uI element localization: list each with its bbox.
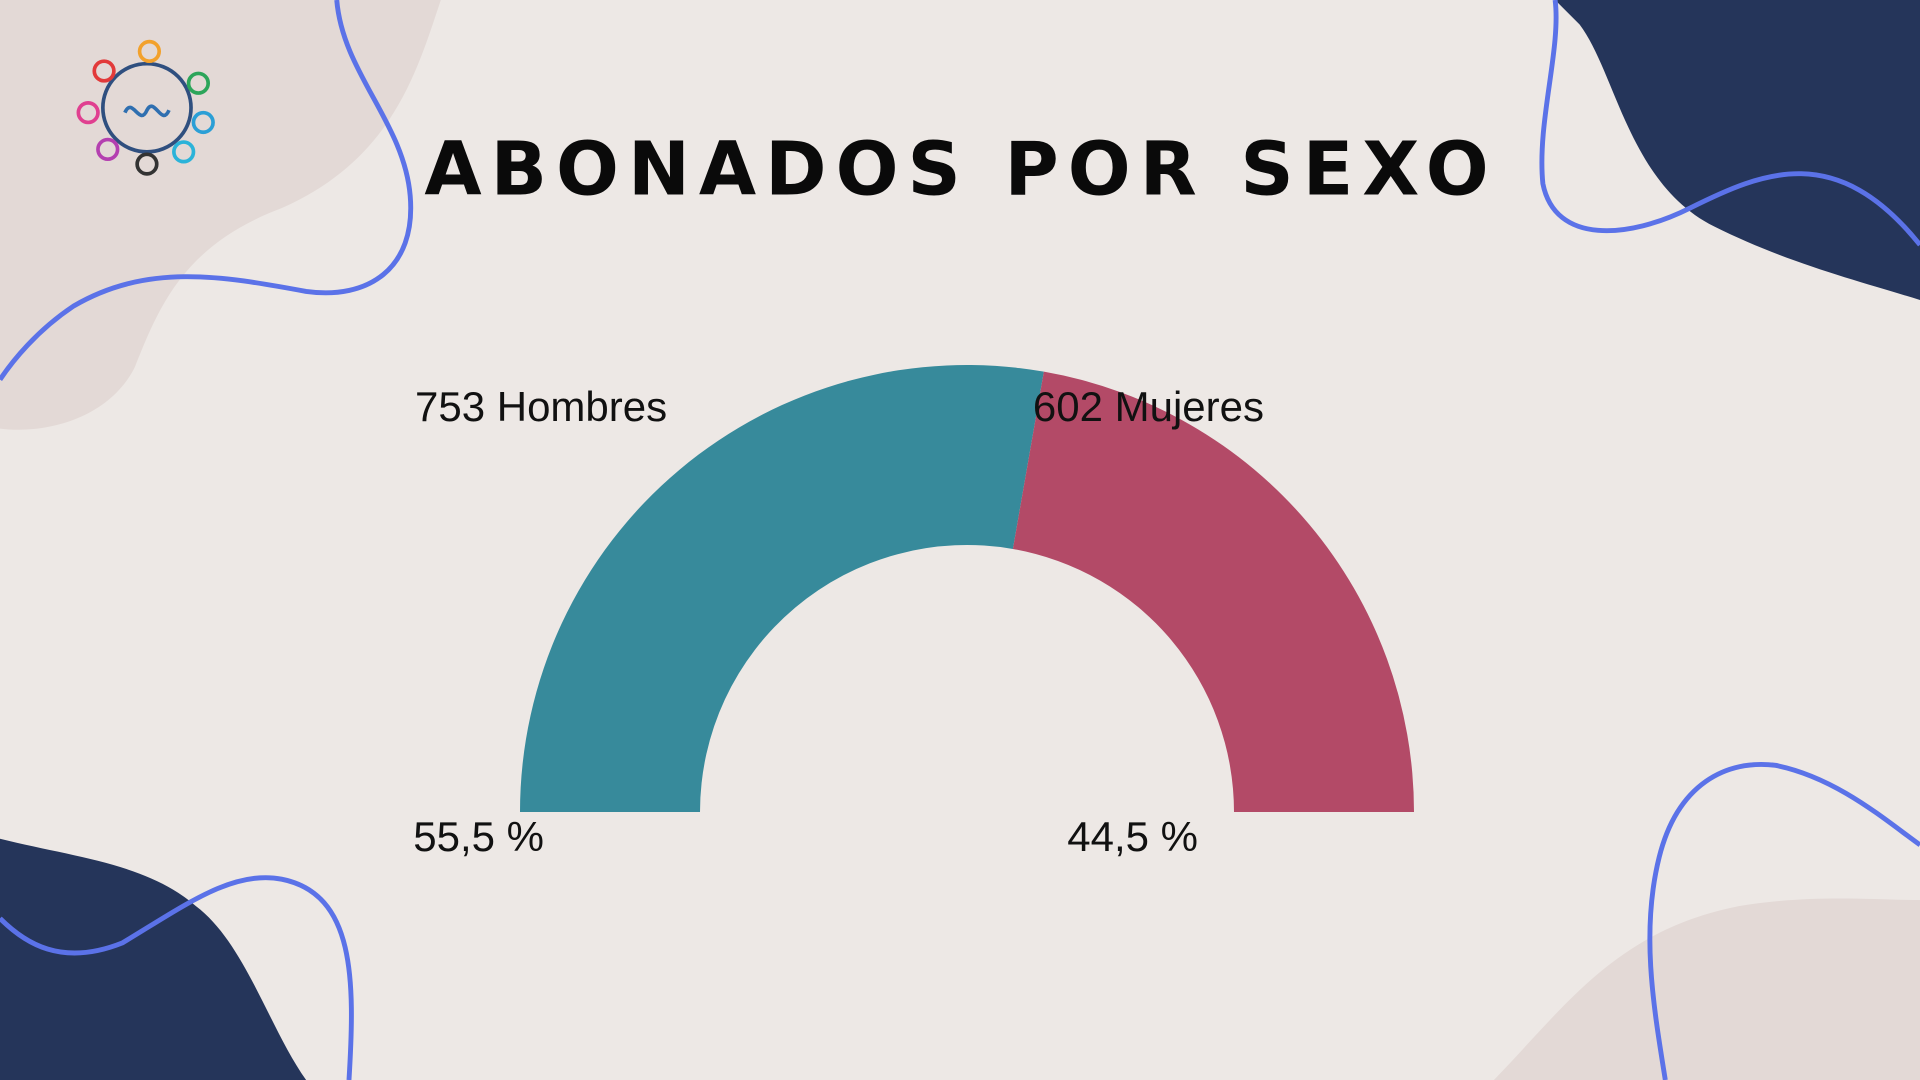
blob bbox=[0, 838, 307, 1080]
blob bbox=[1555, 0, 1920, 300]
arc-segment bbox=[1012, 371, 1414, 812]
curve bbox=[1647, 762, 1920, 1080]
category-label: 602 Mujeres bbox=[1033, 383, 1264, 430]
curve bbox=[0, 0, 414, 381]
blob bbox=[0, 0, 441, 430]
curve bbox=[1539, 0, 1920, 247]
category-label: 753 Hombres bbox=[415, 383, 667, 430]
logo bbox=[76, 39, 215, 176]
blob bbox=[1493, 898, 1920, 1080]
value-label: 44,5 % bbox=[1067, 813, 1198, 860]
arc-segment bbox=[520, 365, 1044, 812]
curve bbox=[0, 875, 354, 1080]
chart-title: ABONADOS POR SEXO bbox=[424, 127, 1497, 213]
value-label: 55,5 % bbox=[413, 813, 544, 860]
